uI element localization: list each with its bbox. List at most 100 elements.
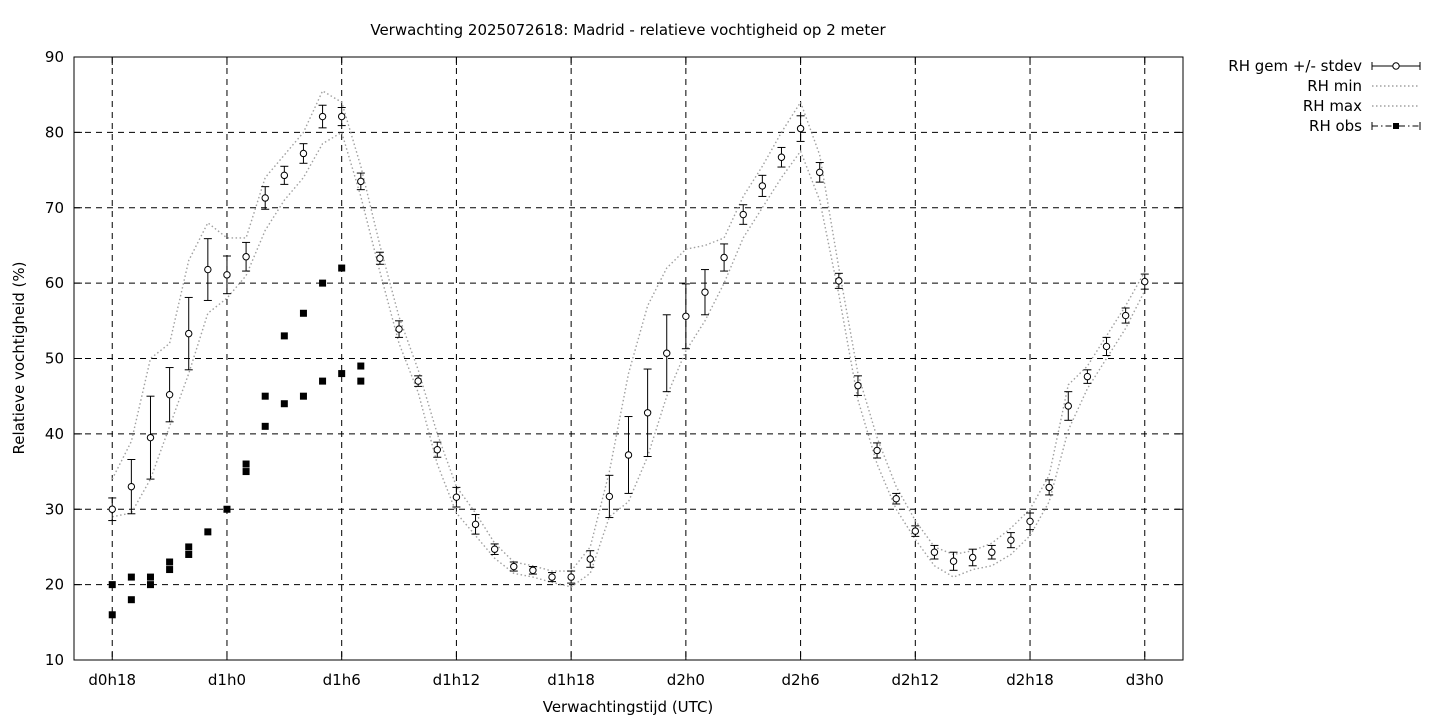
rh-max-line xyxy=(111,89,1146,572)
legend-label: RH min xyxy=(1307,77,1362,95)
rh-mean-point xyxy=(185,329,193,338)
rh-mean-point xyxy=(242,253,250,261)
legend-marker-sample xyxy=(1393,123,1399,129)
rh-mean-point xyxy=(586,555,594,563)
rh-obs-point xyxy=(280,332,288,340)
rh-obs-point xyxy=(185,550,193,558)
rh-mean-point xyxy=(376,254,384,262)
rh-mean-point xyxy=(165,390,174,399)
rh-mean-point xyxy=(490,545,499,553)
rh-mean-point xyxy=(777,153,786,161)
errorbar-layer xyxy=(108,104,1149,584)
rh-mean-point xyxy=(471,520,480,529)
plot-frame xyxy=(73,56,1184,661)
rh-mean-point xyxy=(395,325,403,333)
rh-obs-point xyxy=(338,264,346,272)
obs-layer xyxy=(108,264,365,619)
y-tick-label: 90 xyxy=(45,48,64,66)
rh-obs-point xyxy=(319,377,327,385)
rh-mean-point xyxy=(701,288,709,296)
legend-label: RH max xyxy=(1303,97,1362,115)
chart-title: Verwachting 2025072618: Madrid - relatie… xyxy=(370,21,886,39)
rh-obs-point xyxy=(261,422,269,430)
rh-mean-point xyxy=(223,271,231,279)
rh-obs-point xyxy=(299,309,307,317)
rh-mean-point xyxy=(529,566,537,575)
rh-mean-point xyxy=(949,557,958,565)
rh-mean-point xyxy=(739,210,747,219)
rh-mean-point xyxy=(682,312,690,320)
rh-mean-point xyxy=(758,182,767,190)
rh-mean-point xyxy=(663,349,671,357)
rh-mean-point xyxy=(1102,342,1111,351)
rh-mean-point xyxy=(911,527,920,535)
rh-obs-point xyxy=(338,370,346,378)
y-tick-label: 20 xyxy=(45,576,64,594)
y-tick-label: 10 xyxy=(45,651,64,669)
rh-mean-point xyxy=(357,177,365,186)
rh-obs-point xyxy=(166,566,174,574)
rh-mean-point xyxy=(433,446,441,454)
rh-mean-point xyxy=(1083,372,1092,381)
x-tick-label: d2h6 xyxy=(782,671,820,689)
rh-obs-point xyxy=(319,279,327,287)
y-tick-label: 40 xyxy=(45,425,64,443)
legend: RH gem +/- stdev RH min RH max RH obs xyxy=(1228,57,1421,135)
rh-mean-point xyxy=(567,573,575,581)
x-tick-label: d2h12 xyxy=(891,671,939,689)
rh-mean-point xyxy=(127,482,136,491)
rh-mean-point xyxy=(318,112,327,121)
rh-mean-point xyxy=(930,548,939,556)
rh-obs-point xyxy=(108,611,116,619)
rh-mean-point xyxy=(643,409,652,417)
rh-mean-point xyxy=(261,194,269,202)
rh-obs-point xyxy=(242,460,250,468)
y-tick-label: 50 xyxy=(45,350,64,368)
rh-mean-point xyxy=(816,168,824,177)
rh-mean-point xyxy=(796,124,805,133)
rh-mean-point xyxy=(624,451,633,459)
rh-mean-point xyxy=(414,377,422,385)
legend-marker-sample xyxy=(1392,62,1400,70)
rh-mean-point xyxy=(873,446,881,455)
rh-mean-point xyxy=(892,494,900,503)
rh-mean-point xyxy=(1026,517,1034,526)
rh-mean-point xyxy=(1045,483,1053,492)
rh-obs-point xyxy=(185,543,193,551)
rh-mean-point xyxy=(605,492,614,501)
rh-mean-point xyxy=(337,112,346,121)
x-tick-label: d1h12 xyxy=(433,671,481,689)
rh-mean-point xyxy=(988,548,996,556)
rh-mean-point xyxy=(280,171,289,180)
rh-mean-point xyxy=(1064,402,1072,410)
x-tick-label: d1h18 xyxy=(547,671,595,689)
x-tick-label: d2h18 xyxy=(1006,671,1054,689)
y-axis-label: Relatieve vochtigheid (%) xyxy=(10,261,28,454)
y-tick-label: 30 xyxy=(45,500,64,518)
legend-label: RH obs xyxy=(1309,117,1362,135)
rh-obs-point xyxy=(166,558,174,566)
rh-obs-point xyxy=(204,528,212,536)
rh-mean-point xyxy=(854,381,862,390)
rh-obs-point xyxy=(108,581,116,589)
x-tick-label: d1h0 xyxy=(208,671,246,689)
axis-layer: 10 20 30 40 50 60 70 80 90 d0h18 d1h0 d1h6 d1h12 d1h1… xyxy=(45,48,1183,689)
rh-mean-point xyxy=(720,253,728,262)
rh-obs-point xyxy=(280,400,288,408)
rh-obs-point xyxy=(223,505,231,513)
band-layer xyxy=(111,89,1146,588)
rh-mean-point xyxy=(1121,311,1130,320)
rh-obs-point xyxy=(146,581,154,589)
rh-mean-point xyxy=(452,493,461,501)
rh-obs-point xyxy=(357,377,365,385)
rh-obs-point xyxy=(357,362,365,370)
rh-obs-point xyxy=(127,573,135,581)
rh-mean-point xyxy=(835,277,843,285)
rh-mean-point xyxy=(548,573,556,581)
rh-mean-point xyxy=(146,433,155,442)
grid-layer xyxy=(74,57,1183,660)
rh-obs-point xyxy=(261,392,269,400)
legend-label: RH gem +/- stdev xyxy=(1228,57,1362,75)
y-tick-label: 70 xyxy=(45,199,64,217)
